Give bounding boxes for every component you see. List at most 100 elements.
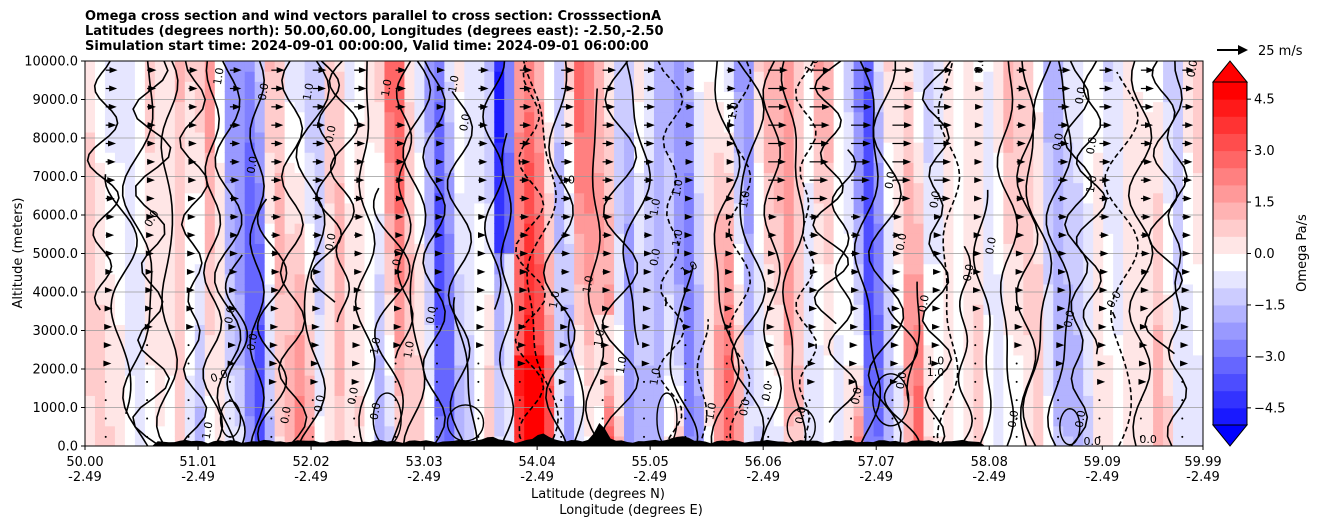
wind-vector — [478, 103, 489, 110]
omega-cell — [144, 344, 156, 356]
omega-cell — [164, 233, 176, 244]
wind-vector-head — [521, 213, 530, 220]
omega-cell — [544, 91, 555, 103]
omega-cell — [1143, 334, 1154, 346]
omega-cell — [973, 283, 984, 295]
omega-cell — [903, 364, 915, 376]
omega-cell — [693, 405, 705, 417]
omega-cell — [104, 324, 116, 336]
omega-cell — [673, 354, 685, 366]
omega-cell — [733, 304, 745, 315]
omega-cell — [94, 263, 106, 275]
omega-cell — [853, 212, 865, 224]
omega-cell — [803, 263, 815, 275]
omega-cell — [883, 354, 895, 366]
omega-cell — [614, 152, 625, 163]
omega-cell — [324, 334, 336, 346]
omega-cell — [244, 202, 256, 214]
omega-cell — [813, 71, 825, 82]
omega-cell — [444, 152, 455, 163]
omega-cell — [614, 364, 625, 376]
omega-cell — [454, 121, 465, 133]
omega-cell — [983, 223, 994, 234]
wind-vector-head — [358, 85, 367, 92]
omega-cell — [504, 131, 515, 143]
omega-cell — [1093, 91, 1104, 103]
omega-cell — [444, 101, 455, 113]
omega-cell — [194, 142, 206, 153]
wind-vector-head — [108, 122, 117, 129]
omega-cell — [723, 375, 735, 386]
omega-cell — [893, 71, 905, 82]
omega-cell — [174, 385, 186, 396]
omega-cell — [813, 364, 825, 376]
omega-cell — [713, 131, 725, 143]
omega-cell — [494, 192, 505, 204]
omega-cell — [544, 395, 555, 407]
omega-cell — [963, 273, 975, 285]
omega-cell — [813, 304, 825, 315]
omega-cell — [1113, 253, 1124, 265]
omega-cell — [1133, 172, 1144, 184]
omega-cell — [793, 182, 805, 194]
omega-cell — [923, 162, 935, 174]
omega-cell — [444, 131, 455, 143]
wind-vector — [188, 67, 198, 74]
omega-cell — [364, 283, 376, 295]
wind-vector — [436, 140, 445, 147]
omega-cell — [384, 172, 396, 184]
omega-cell — [703, 405, 715, 417]
omega-cell — [154, 273, 166, 285]
omega-cell — [404, 415, 416, 427]
omega-cell — [494, 385, 505, 396]
omega-cell — [743, 354, 755, 366]
omega-cell — [104, 152, 116, 163]
omega-cell — [444, 223, 455, 234]
omega-cell — [723, 223, 735, 234]
omega-cell — [803, 283, 815, 295]
omega-cell — [1123, 395, 1134, 407]
omega-cell — [843, 344, 855, 356]
omega-cell — [663, 212, 675, 224]
wind-vector — [561, 140, 573, 147]
omega-cell — [753, 212, 765, 224]
omega-cell — [614, 375, 625, 386]
omega-cell — [963, 283, 975, 295]
omega-cell — [544, 223, 555, 234]
omega-cell — [134, 304, 146, 315]
omega-cell — [923, 91, 935, 103]
omega-cell — [1073, 101, 1084, 113]
wind-vector — [519, 287, 528, 294]
omega-cell — [254, 395, 266, 407]
omega-cell — [1023, 344, 1034, 356]
omega-cell — [753, 101, 765, 113]
omega-cell — [1053, 253, 1064, 265]
omega-cell — [713, 314, 725, 326]
omega-cell — [783, 314, 795, 326]
omega-cell — [773, 405, 785, 417]
omega-cell — [703, 263, 715, 275]
omega-cell — [943, 162, 955, 174]
omega-cell — [1023, 172, 1034, 184]
omega-cell — [1073, 253, 1084, 265]
omega-cell — [404, 202, 416, 214]
wind-vector-head — [559, 342, 568, 349]
omega-cell — [983, 182, 994, 194]
omega-cell — [354, 111, 366, 123]
omega-cell — [584, 375, 595, 386]
omega-cell — [334, 202, 346, 214]
omega-cell — [484, 405, 495, 417]
omega-cell — [713, 405, 725, 417]
wind-vector-head — [275, 103, 284, 110]
omega-cell — [254, 61, 266, 72]
wind-vector — [271, 195, 282, 202]
omega-cell — [903, 314, 915, 326]
wind-vector — [146, 435, 149, 438]
omega-cell — [843, 212, 855, 224]
omega-cell — [1003, 395, 1014, 407]
omega-cell — [534, 223, 545, 234]
wind-vector — [146, 380, 149, 383]
omega-cell — [1123, 121, 1134, 133]
wind-vector — [394, 268, 403, 275]
omega-cell — [234, 212, 246, 224]
